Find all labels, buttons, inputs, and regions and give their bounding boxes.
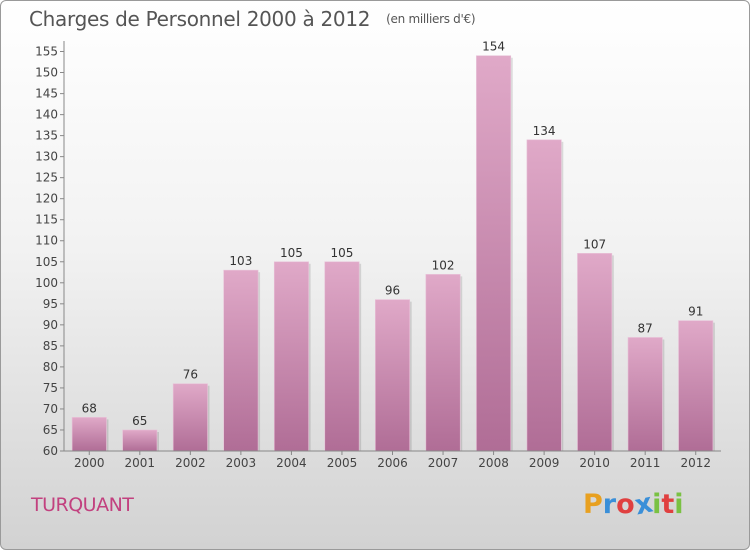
x-tick-label: 2012 [680, 456, 711, 470]
logo-letter: i [652, 489, 662, 520]
y-axis: 60 65 70 75 80 85 90 95 100 105 110 115 120 125 130 135… [35, 41, 65, 458]
bar-2010 [577, 253, 613, 452]
x-tick-label: 2010 [579, 456, 610, 470]
data-label: 96 [385, 284, 400, 298]
bar-2002 [172, 383, 208, 452]
data-label: 68 [82, 401, 97, 415]
bar-2006 [375, 299, 410, 452]
y-tick-label: 125 [35, 171, 58, 185]
bars-group: 68 65 76 103 105 105 96 102 154 134 107 87 91 [71, 40, 715, 452]
title-text: Charges de Personnel 2000 à 2012 [29, 7, 371, 31]
bar-2000 [71, 417, 107, 452]
x-tick-label: 2007 [428, 456, 459, 470]
data-label: 105 [280, 246, 303, 260]
data-label: 76 [183, 368, 198, 382]
y-tick-label: 90 [43, 318, 58, 332]
data-label: 105 [331, 246, 354, 260]
y-tick-label: 145 [35, 87, 58, 101]
data-label: 65 [132, 414, 147, 428]
data-label: 107 [583, 237, 606, 251]
y-tick-label: 110 [35, 234, 58, 248]
logo-letter: P [583, 489, 603, 520]
y-tick-label: 95 [43, 297, 58, 311]
data-label: 103 [229, 254, 252, 268]
x-tick-label: 2004 [276, 456, 307, 470]
x-tick-label: 2005 [327, 456, 358, 470]
bar-2005 [324, 261, 360, 452]
y-tick-label: 140 [35, 108, 58, 122]
y-tick-label: 150 [35, 66, 58, 80]
bar-2009 [526, 139, 562, 452]
bar-2007 [425, 274, 461, 452]
x-tick-label: 2006 [377, 456, 408, 470]
y-tick-label: 60 [43, 444, 58, 458]
logo-letter: r [602, 489, 617, 520]
y-tick-label: 70 [43, 402, 58, 416]
chart-title: Charges de Personnel 2000 à 2012 (en mill… [29, 7, 476, 31]
x-axis: 2000 2001 2002 2003 2004 2005 2006 2007 2008 2009… [64, 450, 721, 470]
bar-2012 [678, 320, 714, 452]
data-label: 91 [688, 305, 703, 319]
y-tick-label: 130 [35, 150, 58, 164]
x-tick-label: 2002 [175, 456, 206, 470]
y-tick-label: 135 [35, 129, 58, 143]
x-tick-label: 2008 [478, 456, 509, 470]
x-tick-label: 2001 [125, 456, 156, 470]
x-tick-label: 2011 [630, 456, 661, 470]
y-tick-label: 155 [35, 45, 58, 59]
bar-2011 [627, 337, 663, 452]
y-tick-label: 65 [43, 423, 58, 437]
logo-letter: i [674, 489, 684, 520]
bar-2004 [273, 261, 309, 452]
x-tick-label: 2009 [529, 456, 560, 470]
unit-label: (en milliers d'€) [386, 12, 476, 26]
y-tick-label: 115 [35, 213, 58, 227]
proxiti-logo: Proxiti [583, 488, 684, 522]
data-label: 154 [482, 40, 505, 54]
x-tick-label: 2000 [74, 456, 105, 470]
y-tick-label: 100 [35, 276, 58, 290]
y-tick-label: 85 [43, 339, 58, 353]
data-label: 134 [533, 124, 556, 138]
data-label: 87 [638, 321, 653, 335]
commune-name: TURQUANT [31, 494, 134, 516]
logo-letter: o [616, 489, 635, 520]
y-tick-label: 80 [43, 360, 58, 374]
bar-2003 [223, 269, 259, 452]
bar-2008 [476, 55, 512, 452]
y-tick-label: 120 [35, 192, 58, 206]
y-tick-label: 105 [35, 255, 58, 269]
data-label: 102 [432, 258, 455, 272]
logo-letter: t [661, 489, 675, 520]
x-tick-label: 2003 [226, 456, 257, 470]
y-tick-label: 75 [43, 381, 58, 395]
bar-2001 [122, 429, 158, 452]
